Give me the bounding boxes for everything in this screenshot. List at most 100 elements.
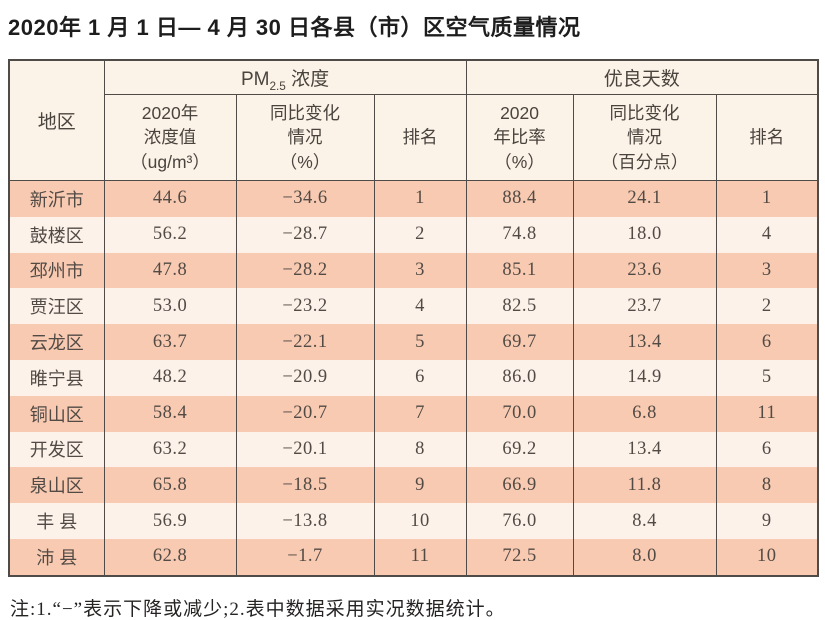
cell-pm-rank: 3 xyxy=(373,252,467,289)
cell-pm-value: 63.7 xyxy=(103,324,237,360)
cell-good-rate: 69.2 xyxy=(465,431,574,468)
cell-good-rate: 70.0 xyxy=(465,395,574,432)
cell-pm-value: 44.6 xyxy=(103,180,237,217)
table-row: 泉山区 65.8 −18.5 9 66.9 11.8 8 xyxy=(8,467,819,504)
pm25-label-suffix: 浓度 xyxy=(285,69,330,90)
cell-pm-value: 58.4 xyxy=(103,395,237,432)
table-row: 邳州市 47.8 −28.2 3 85.1 23.6 3 xyxy=(8,252,819,289)
table-row: 鼓楼区 56.2 −28.7 2 74.8 18.0 4 xyxy=(8,216,819,253)
cell-pm-change: −13.8 xyxy=(235,503,375,539)
cell-pm-value: 63.2 xyxy=(103,431,237,468)
cell-good-rank: 10 xyxy=(715,538,819,576)
cell-good-rank: 9 xyxy=(715,503,819,539)
cell-region: 泉山区 xyxy=(8,467,105,504)
cell-pm-value: 48.2 xyxy=(103,359,237,396)
col-header-pm-value: 2020年 浓度值 （ug/m³） xyxy=(103,94,237,181)
cell-pm-rank: 4 xyxy=(373,288,467,325)
cell-good-rate: 82.5 xyxy=(465,288,574,325)
cell-region: 鼓楼区 xyxy=(8,216,105,253)
cell-region: 丰 县 xyxy=(8,503,105,539)
cell-good-rate: 86.0 xyxy=(465,359,574,396)
cell-pm-rank: 2 xyxy=(373,216,467,253)
page-title: 2020年 1 月 1 日— 4 月 30 日各县（市）区空气质量情况 xyxy=(8,15,581,40)
cell-region: 贾汪区 xyxy=(8,288,105,325)
cell-good-change: 23.6 xyxy=(572,252,717,289)
pm25-label-prefix: PM xyxy=(240,69,270,90)
cell-good-rank: 8 xyxy=(715,467,819,504)
cell-pm-change: −28.2 xyxy=(235,252,375,289)
cell-good-change: 13.4 xyxy=(572,431,717,468)
cell-pm-rank: 10 xyxy=(373,503,467,539)
cell-good-rate: 74.8 xyxy=(465,216,574,253)
cell-good-rate: 69.7 xyxy=(465,324,574,360)
cell-pm-change: −18.5 xyxy=(235,467,375,504)
cell-region: 云龙区 xyxy=(8,324,105,360)
cell-good-rate: 76.0 xyxy=(465,503,574,539)
table-row: 开发区 63.2 −20.1 8 69.2 13.4 6 xyxy=(8,431,819,468)
cell-good-change: 8.0 xyxy=(572,538,717,576)
cell-pm-change: −22.1 xyxy=(235,324,375,360)
cell-good-rank: 4 xyxy=(715,216,819,253)
cell-good-rate: 88.4 xyxy=(465,180,574,217)
col-header-pm-change: 同比变化 情况 （%） xyxy=(235,94,375,181)
cell-pm-value: 65.8 xyxy=(103,467,237,504)
cell-pm-value: 62.8 xyxy=(103,538,237,576)
cell-region: 邳州市 xyxy=(8,252,105,289)
cell-good-change: 23.7 xyxy=(572,288,717,325)
footnote: 注:1.“−”表示下降或减少;2.表中数据采用实况数据统计。 xyxy=(10,598,506,620)
cell-region: 新沂市 xyxy=(8,180,105,217)
cell-region: 开发区 xyxy=(8,431,105,468)
cell-good-change: 24.1 xyxy=(572,180,717,217)
cell-pm-change: −20.1 xyxy=(235,431,375,468)
col-header-region: 地区 xyxy=(8,60,105,181)
cell-region: 铜山区 xyxy=(8,395,105,432)
col-header-good-change: 同比变化 情况 （百分点） xyxy=(572,94,717,181)
cell-good-rank: 2 xyxy=(715,288,819,325)
cell-good-rank: 6 xyxy=(715,324,819,360)
cell-pm-rank: 9 xyxy=(373,467,467,504)
cell-region: 沛 县 xyxy=(8,538,105,576)
cell-pm-value: 56.9 xyxy=(103,503,237,539)
pm25-label-subscript: 2.5 xyxy=(269,79,286,93)
col-group-good-days: 优良天数 xyxy=(465,60,819,95)
cell-good-rank: 5 xyxy=(715,359,819,396)
col-header-good-rank: 排名 xyxy=(715,94,819,181)
cell-good-change: 14.9 xyxy=(572,359,717,396)
header-sub-row: 2020年 浓度值 （ug/m³） 同比变化 情况 （%） 排名 2020 年比… xyxy=(9,94,819,181)
air-quality-table: 地区 PM2.5 浓度 优良天数 2020年 浓度值 （ug/m³） 同比变化 … xyxy=(8,59,820,577)
cell-good-change: 11.8 xyxy=(572,467,717,504)
cell-pm-value: 56.2 xyxy=(103,216,237,253)
cell-good-rank: 3 xyxy=(715,252,819,289)
table-row: 新沂市 44.6 −34.6 1 88.4 24.1 1 xyxy=(8,180,819,217)
cell-pm-value: 47.8 xyxy=(103,252,237,289)
table-row: 沛 县 62.8 −1.7 11 72.5 8.0 10 xyxy=(8,538,819,576)
cell-region: 睢宁县 xyxy=(8,359,105,396)
cell-pm-value: 53.0 xyxy=(103,288,237,325)
cell-pm-rank: 7 xyxy=(373,395,467,432)
cell-good-change: 6.8 xyxy=(572,395,717,432)
col-header-pm-rank: 排名 xyxy=(373,94,467,181)
cell-pm-change: −34.6 xyxy=(235,180,375,217)
cell-good-rate: 66.9 xyxy=(465,467,574,504)
cell-good-rank: 11 xyxy=(715,395,819,432)
cell-good-change: 18.0 xyxy=(572,216,717,253)
cell-pm-change: −20.9 xyxy=(235,359,375,396)
table-row: 丰 县 56.9 −13.8 10 76.0 8.4 9 xyxy=(8,503,819,539)
cell-good-change: 13.4 xyxy=(572,324,717,360)
table-row: 铜山区 58.4 −20.7 7 70.0 6.8 11 xyxy=(8,395,819,432)
cell-pm-change: −23.2 xyxy=(235,288,375,325)
table-row: 睢宁县 48.2 −20.9 6 86.0 14.9 5 xyxy=(8,359,819,396)
col-header-good-rate: 2020 年比率 （%） xyxy=(465,94,574,181)
header-group-row: 地区 PM2.5 浓度 优良天数 xyxy=(8,60,819,181)
cell-good-change: 8.4 xyxy=(572,503,717,539)
cell-pm-change: −20.7 xyxy=(235,395,375,432)
cell-good-rank: 6 xyxy=(715,431,819,468)
cell-good-rate: 72.5 xyxy=(465,538,574,576)
cell-pm-change: −1.7 xyxy=(235,538,375,576)
cell-pm-change: −28.7 xyxy=(235,216,375,253)
table-row: 云龙区 63.7 −22.1 5 69.7 13.4 6 xyxy=(8,324,819,360)
cell-good-rank: 1 xyxy=(715,180,819,217)
cell-good-rate: 85.1 xyxy=(465,252,574,289)
col-group-pm25: PM2.5 浓度 xyxy=(103,60,467,95)
